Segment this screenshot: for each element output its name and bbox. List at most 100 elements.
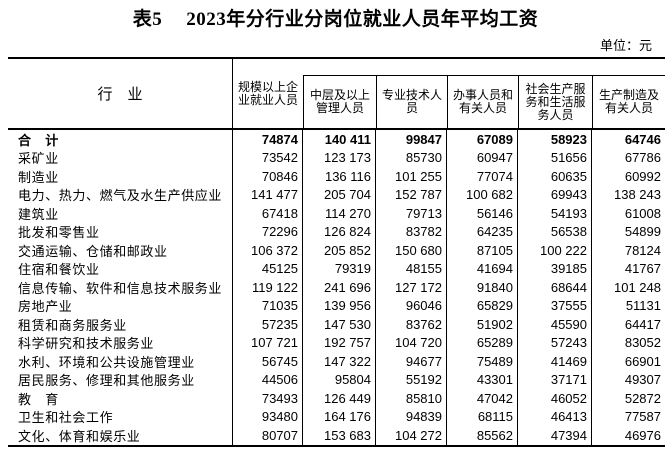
value-cell: 192 757 (303, 333, 376, 352)
header-group: 中层及以上 管理人员 专业技术人 员 办事人员和 有关人员 社会生产服 务和生活… (303, 75, 665, 128)
value-cell: 58923 (518, 130, 592, 149)
industry-label: 租赁和商务服务业 (8, 315, 233, 334)
value-cell: 83762 (376, 315, 447, 334)
value-cell: 43301 (447, 370, 518, 389)
table-header: 行 业 规模以上企 业就业人员 中层及以上 管理人员 专业技术人 员 办事人员和… (8, 57, 665, 130)
value-cell: 57235 (233, 315, 303, 334)
table-row: 采矿业 73542 123 173 85730 60947 51656 67786 (8, 148, 665, 167)
value-cell: 67786 (624, 150, 661, 166)
value-cell: 123 173 (303, 148, 376, 167)
value-cell: 56538 (518, 222, 592, 241)
value-cell: 67089 (447, 130, 518, 149)
industry-label: 水利、环境和公共设施管理业 (8, 352, 233, 371)
table-row: 合 计 74874 140 411 99847 67089 58923 64746 (8, 130, 665, 149)
value-cell: 61008 (624, 205, 661, 221)
value-cell: 73542 (233, 148, 303, 167)
header-production-workers: 生产制造及 有关人员 (592, 76, 665, 128)
value-cell: 79713 (376, 204, 447, 223)
value-cell: 101 248 (614, 279, 661, 295)
industry-label: 合 计 (8, 130, 233, 149)
value-cell: 140 411 (303, 130, 376, 149)
value-cell: 136 116 (303, 167, 376, 186)
table-row: 卫生和社会工作 93480 164 176 94839 68115 46413 77587 (8, 407, 665, 426)
header-service-workers: 社会生产服 务和生活服 务人员 (518, 76, 592, 128)
value-cell: 78124 (624, 242, 661, 258)
table-row: 批发和零售业 72296 126 824 83782 64235 56538 54899 (8, 222, 665, 241)
value-cell: 77074 (447, 167, 518, 186)
value-cell: 147 322 (303, 352, 376, 371)
value-cell: 75489 (447, 352, 518, 371)
value-cell: 70846 (233, 167, 303, 186)
unit-label: 单位：元 (599, 38, 652, 53)
value-cell: 64746 (624, 131, 661, 147)
value-cell: 126 449 (303, 389, 376, 408)
value-cell: 95804 (303, 370, 376, 389)
industry-label: 住宿和餐饮业 (8, 259, 233, 278)
value-cell: 60947 (447, 148, 518, 167)
industry-label: 信息传输、软件和信息技术服务业 (8, 278, 233, 297)
table-row: 电力、热力、燃气及水生产供应业 141 477 205 704 152 787 100 … (8, 185, 665, 204)
value-cell: 150 680 (376, 241, 447, 260)
value-cell: 47394 (518, 426, 592, 445)
value-cell: 85562 (447, 426, 518, 445)
value-cell: 71035 (233, 296, 303, 315)
value-cell: 100 222 (518, 241, 592, 260)
value-cell: 49307 (624, 372, 661, 388)
value-cell: 87105 (447, 241, 518, 260)
value-cell: 65829 (447, 296, 518, 315)
table-title: 表5 2023年分行业分岗位就业人员年平均工资 (0, 0, 671, 31)
table-title-text: 2023年分行业分岗位就业人员年平均工资 (186, 9, 539, 30)
value-cell: 85730 (376, 148, 447, 167)
value-cell: 65289 (447, 333, 518, 352)
industry-label: 采矿业 (8, 148, 233, 167)
table-number: 表5 (132, 9, 163, 30)
value-cell: 139 956 (303, 296, 376, 315)
industry-label: 卫生和社会工作 (8, 407, 233, 426)
industry-label: 科学研究和技术服务业 (8, 333, 233, 352)
value-cell: 64235 (447, 222, 518, 241)
header-clerks: 办事人员和 有关人员 (447, 76, 518, 128)
value-cell: 94839 (376, 407, 447, 426)
value-cell: 99847 (376, 130, 447, 149)
value-cell: 56745 (233, 352, 303, 371)
value-cell: 241 696 (303, 278, 376, 297)
header-professionals: 专业技术人 员 (376, 76, 447, 128)
table-row: 房地产业 71035 139 956 96046 65829 37555 51131 (8, 296, 665, 315)
value-cell: 77587 (624, 409, 661, 425)
value-cell: 46052 (518, 389, 592, 408)
table-body: 合 计 74874 140 411 99847 67089 58923 64746 采矿业 73… (8, 130, 665, 447)
value-cell: 46413 (518, 407, 592, 426)
value-cell: 127 172 (376, 278, 447, 297)
table-row: 制造业 70846 136 116 101 255 77074 60635 60992 (8, 167, 665, 186)
value-cell: 100 682 (447, 185, 518, 204)
value-cell: 45125 (233, 259, 303, 278)
value-cell: 138 243 (614, 187, 661, 203)
value-cell: 79319 (303, 259, 376, 278)
industry-label: 文化、体育和娱乐业 (8, 426, 233, 445)
value-cell: 51902 (447, 315, 518, 334)
table-row: 交通运输、仓储和邮政业 106 372 205 852 150 680 87105 100… (8, 241, 665, 260)
value-cell: 68115 (447, 407, 518, 426)
value-cell: 44506 (233, 370, 303, 389)
value-cell: 83052 (624, 335, 661, 351)
value-cell: 152 787 (376, 185, 447, 204)
value-cell: 41694 (447, 259, 518, 278)
value-cell: 54193 (518, 204, 592, 223)
value-cell: 83782 (376, 222, 447, 241)
value-cell: 73493 (233, 389, 303, 408)
value-cell: 126 824 (303, 222, 376, 241)
industry-label: 交通运输、仓储和邮政业 (8, 241, 233, 260)
value-cell: 68644 (518, 278, 592, 297)
value-cell: 37171 (518, 370, 592, 389)
industry-label: 居民服务、修理和其他服务业 (8, 370, 233, 389)
value-cell: 205 704 (303, 185, 376, 204)
value-cell: 104 272 (376, 426, 447, 445)
value-cell: 147 530 (303, 315, 376, 334)
table-row: 住宿和餐饮业 45125 79319 48155 41694 39185 41767 (8, 259, 665, 278)
industry-label: 建筑业 (8, 204, 233, 223)
value-cell: 46976 (624, 427, 661, 443)
value-cell: 57243 (518, 333, 592, 352)
value-cell: 80707 (233, 426, 303, 445)
value-cell: 48155 (376, 259, 447, 278)
value-cell: 91840 (447, 278, 518, 297)
